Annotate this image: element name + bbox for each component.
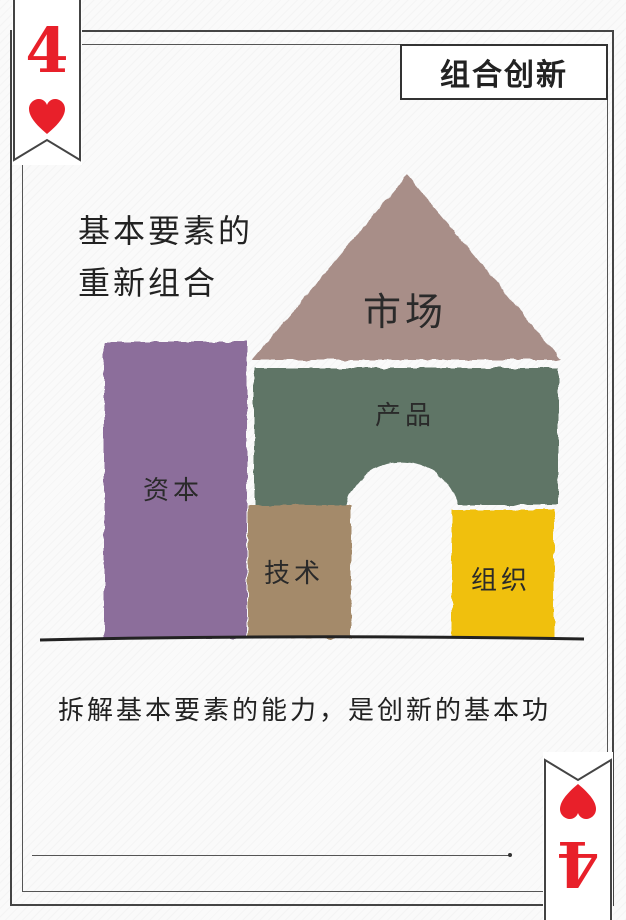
base-technology-block [248, 505, 351, 638]
wall-product-block [254, 368, 558, 505]
card-frame-outer [10, 30, 614, 906]
product-label: 产品 [375, 401, 436, 431]
roof-market-block [252, 175, 562, 360]
heading-line-1: 基本要素的 [78, 212, 254, 250]
ribbon-tag-top [13, 0, 81, 162]
heart-icon [560, 784, 596, 819]
capital-label: 资本 [143, 476, 204, 506]
title-box: 组合创新 [400, 44, 608, 100]
heading-text: 基本要素的 重新组合 [78, 205, 253, 309]
corner-rank-bottom-right: 4 [543, 752, 613, 920]
organization-label: 组织 [471, 566, 532, 596]
card-frame-inner [22, 44, 608, 892]
ground-line [39, 635, 585, 642]
base-organization-block [452, 510, 554, 638]
heading-line-2: 重新组合 [78, 264, 219, 302]
pillar-capital-block [104, 342, 247, 638]
footer-line [32, 853, 512, 857]
rank-number-top: 4 [25, 14, 69, 87]
technology-label: 技术 [264, 559, 325, 589]
corner-rank-top-left: 4 [12, 0, 82, 165]
card-title: 组合创新 [440, 58, 568, 93]
ribbon-tag-bottom [544, 758, 612, 920]
market-label: 市场 [363, 290, 448, 334]
caption-text: 拆解基本要素的能力，是创新的基本功 [58, 696, 552, 726]
heart-icon [29, 99, 65, 134]
